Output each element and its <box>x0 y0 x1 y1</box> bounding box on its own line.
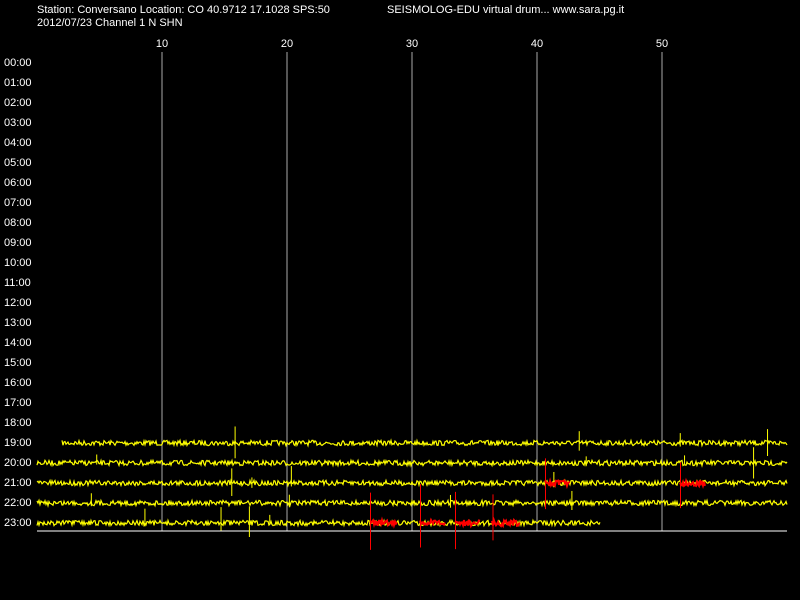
event <box>544 477 571 490</box>
trace <box>36 478 788 488</box>
row-label: 17:00 <box>4 397 32 409</box>
x-tick-label: 10 <box>156 38 168 50</box>
row-label: 23:00 <box>4 517 32 529</box>
row-label: 05:00 <box>4 157 32 169</box>
x-tick-label: 20 <box>281 38 293 50</box>
row-label: 11:00 <box>4 277 31 289</box>
event <box>491 516 521 529</box>
trace <box>61 438 788 448</box>
row-label: 02:00 <box>4 97 32 109</box>
row-label: 12:00 <box>4 297 32 309</box>
row-label: 10:00 <box>4 257 32 269</box>
station-line: Station: Conversano Location: CO 40.9712… <box>37 4 330 16</box>
row-label: 16:00 <box>4 377 32 389</box>
event <box>419 517 446 527</box>
brand: SEISMOLOG-EDU virtual drum... www.sara.p… <box>387 4 624 16</box>
row-label: 21:00 <box>4 477 32 489</box>
row-label: 20:00 <box>4 457 32 469</box>
x-tick-label: 30 <box>406 38 418 50</box>
row-label: 19:00 <box>4 437 32 449</box>
trace <box>36 458 788 468</box>
row-label: 18:00 <box>4 417 32 429</box>
row-label: 22:00 <box>4 497 32 509</box>
row-label: 15:00 <box>4 357 32 369</box>
row-label: 06:00 <box>4 177 32 189</box>
row-label: 04:00 <box>4 137 32 149</box>
row-label: 09:00 <box>4 237 32 249</box>
event <box>369 516 398 529</box>
row-label: 08:00 <box>4 217 32 229</box>
event <box>454 518 481 529</box>
row-label: 13:00 <box>4 317 32 329</box>
row-label: 03:00 <box>4 117 32 129</box>
row-label: 00:00 <box>4 57 32 69</box>
x-tick-label: 40 <box>531 38 543 50</box>
row-label: 01:00 <box>4 77 32 89</box>
x-tick-label: 50 <box>656 38 668 50</box>
event <box>679 477 706 490</box>
row-label: 07:00 <box>4 197 32 209</box>
row-label: 14:00 <box>4 337 32 349</box>
date-line: 2012/07/23 Channel 1 N SHN <box>37 17 183 29</box>
trace <box>36 498 788 508</box>
